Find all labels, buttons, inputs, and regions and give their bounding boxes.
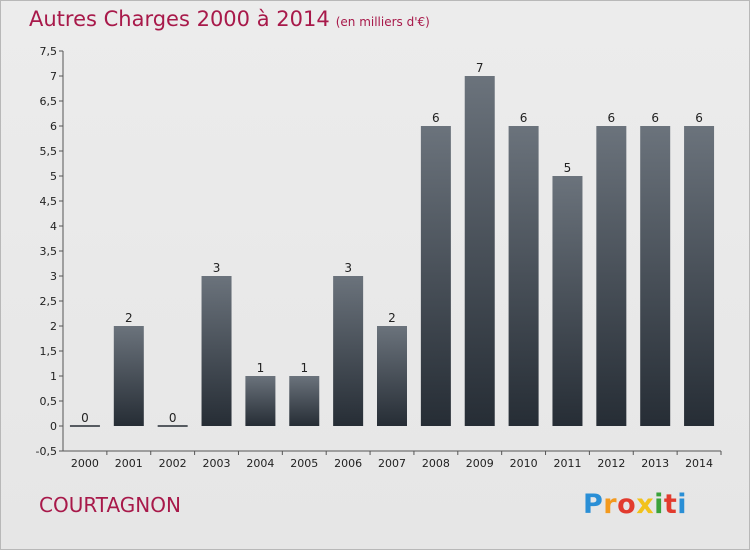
bar xyxy=(640,126,671,426)
bars xyxy=(69,76,715,427)
y-tick-label: 1 xyxy=(50,370,57,383)
axes: -0,5 0 0,5 1 1,5 2 2,5 3 3,5 4 4,5 5 5,5 6 6,5 7 7,5 xyxy=(36,45,722,458)
data-label: 0 xyxy=(81,411,89,425)
x-tick-label: 2003 xyxy=(203,457,231,470)
x-tick-label: 2005 xyxy=(290,457,318,470)
logo-letter: x xyxy=(636,489,655,520)
bar xyxy=(464,76,495,426)
x-tick-label: 2010 xyxy=(510,457,538,470)
x-tick-label: 2006 xyxy=(334,457,362,470)
x-tick-label: 2011 xyxy=(553,457,581,470)
y-tick-label: 4,5 xyxy=(40,195,58,208)
bar xyxy=(684,126,715,426)
y-tick-label: 7,5 xyxy=(40,45,58,58)
x-tick-label: 2004 xyxy=(246,457,274,470)
y-tick-label: 7 xyxy=(50,70,57,83)
y-tick-label: 1,5 xyxy=(40,345,58,358)
data-label: 6 xyxy=(520,111,528,125)
data-label: 1 xyxy=(257,361,265,375)
bar xyxy=(113,326,144,426)
x-tick-label: 2001 xyxy=(115,457,143,470)
y-tick-label: 6 xyxy=(50,120,57,133)
commune-name: COURTAGNON xyxy=(39,493,181,517)
data-label: 2 xyxy=(388,311,396,325)
x-tick-label: 2012 xyxy=(597,457,625,470)
bar xyxy=(420,126,451,426)
y-tick-label: 3,5 xyxy=(40,245,58,258)
x-tick-label: 2000 xyxy=(71,457,99,470)
data-label: 0 xyxy=(169,411,177,425)
y-tick-label: 0,5 xyxy=(40,395,58,408)
logo-letter: o xyxy=(617,489,637,520)
y-tick-label: 2,5 xyxy=(40,295,58,308)
chart-unit: (en milliers d'€) xyxy=(335,15,430,29)
data-label: 3 xyxy=(344,261,352,275)
data-label: 5 xyxy=(564,161,572,175)
y-tick-label: 3 xyxy=(50,270,57,283)
chart-title: Autres Charges 2000 à 2014 (en milliers d… xyxy=(29,7,430,31)
x-tick-label: 2007 xyxy=(378,457,406,470)
y-tick-label: 4 xyxy=(50,220,57,233)
logo-letter: r xyxy=(603,489,618,520)
bar xyxy=(289,376,320,426)
bar xyxy=(245,376,276,426)
data-label: 6 xyxy=(695,111,703,125)
logo-letter: P xyxy=(583,489,604,520)
logo-letter: t xyxy=(663,489,678,520)
y-tick-label: 5,5 xyxy=(40,145,58,158)
x-tick-label: 2014 xyxy=(685,457,713,470)
logo-letter: i xyxy=(654,489,664,520)
proxiti-logo: Proxiti xyxy=(583,489,687,520)
bar xyxy=(596,126,627,426)
data-label: 6 xyxy=(651,111,659,125)
logo-letter: i xyxy=(677,489,688,520)
y-tick-label: 6,5 xyxy=(40,95,58,108)
x-tick-label: 2002 xyxy=(159,457,187,470)
chart-title-text: Autres Charges 2000 à 2014 xyxy=(29,7,330,31)
data-label: 3 xyxy=(213,261,221,275)
data-label: 6 xyxy=(432,111,440,125)
bar xyxy=(201,276,232,426)
bar xyxy=(377,326,407,426)
y-tick-label: 5 xyxy=(50,170,57,183)
data-label: 7 xyxy=(476,61,484,75)
bar xyxy=(508,126,539,426)
data-label: 2 xyxy=(125,311,133,325)
bar xyxy=(333,276,364,426)
data-label: 1 xyxy=(300,361,308,375)
y-tick-label: 2 xyxy=(50,320,57,333)
data-label: 6 xyxy=(608,111,616,125)
bar xyxy=(552,176,583,426)
y-tick-label: -0,5 xyxy=(36,445,57,458)
y-tick-label: 0 xyxy=(50,420,57,433)
labels: 2000 0 2001 2 2002 0 2003 3 2004 1 2005 1 2006 3 2007 2… xyxy=(71,61,713,470)
x-tick-label: 2009 xyxy=(466,457,494,470)
x-tick-label: 2008 xyxy=(422,457,450,470)
x-tick-label: 2013 xyxy=(641,457,669,470)
